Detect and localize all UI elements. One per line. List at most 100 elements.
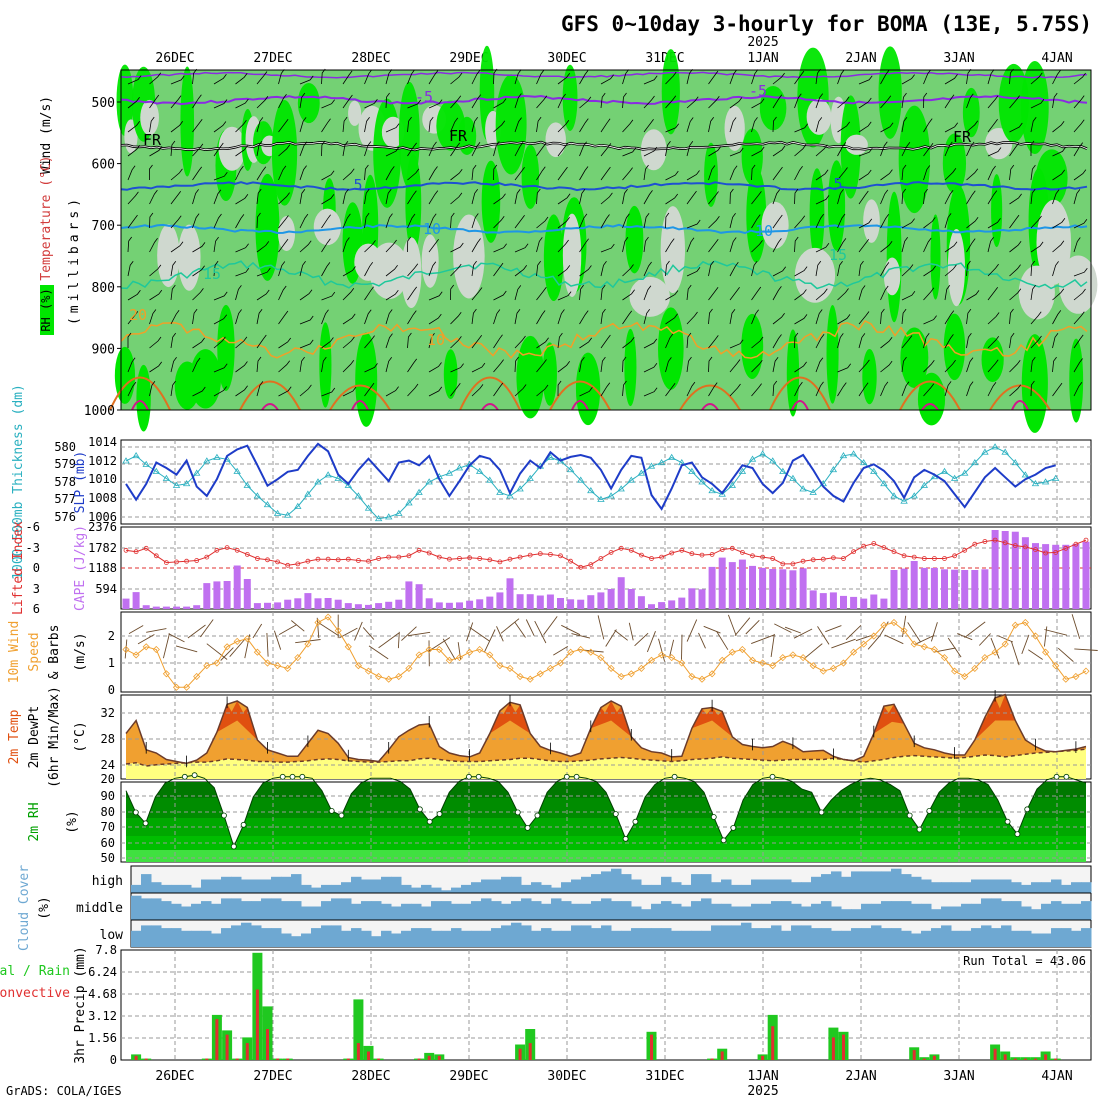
cloud-bar-middle	[191, 903, 202, 920]
wind-speed-point	[910, 640, 918, 648]
y-tick-label: 28	[101, 732, 115, 746]
wind-barb	[149, 289, 163, 301]
rh-high-patch	[917, 372, 946, 426]
wind-barb	[1009, 288, 1022, 301]
wind-barb	[622, 356, 627, 373]
temperature-contour	[481, 403, 499, 411]
wind-barb	[923, 142, 934, 157]
wind-barb	[665, 290, 679, 301]
cloud-bar-low	[141, 925, 152, 947]
wind-barb	[686, 69, 693, 85]
wind-barb-10m	[978, 633, 991, 646]
cloud-bar-middle	[401, 903, 412, 920]
wind-barb-10m	[1071, 614, 1081, 639]
wind-barb	[708, 335, 719, 349]
lifted-index-point	[669, 550, 675, 556]
date-label-bottom: 1JAN	[747, 1069, 778, 1084]
cloud-bar-middle	[331, 898, 342, 920]
thickness-point	[182, 479, 191, 487]
dewpoint-line	[125, 748, 1087, 767]
wind-barb	[858, 382, 869, 397]
cloud-bar-high	[241, 879, 252, 893]
precip-conv-bar	[761, 1055, 765, 1060]
rh-point	[514, 809, 521, 816]
wind-barb	[880, 285, 889, 301]
wind-barb	[708, 356, 713, 373]
cloud-bar-middle	[271, 898, 282, 920]
wind-barb	[213, 189, 222, 205]
temperature-contour	[921, 403, 939, 411]
cloud-bar-high	[811, 876, 822, 893]
wind-barb	[751, 164, 756, 181]
cape-bar	[435, 602, 443, 609]
lifted-index-point	[133, 549, 139, 555]
cloud-bar-middle	[1031, 909, 1042, 920]
wind-barb	[407, 332, 412, 349]
thickness-point	[769, 457, 777, 464]
cloud-bar-high	[151, 882, 162, 893]
precip-conv-bar	[720, 1051, 724, 1060]
wind-barb	[278, 386, 292, 397]
wind-barb	[772, 116, 777, 133]
wind-barb	[880, 360, 893, 373]
cloud-bar-low	[351, 928, 362, 947]
wind-barb	[944, 334, 954, 349]
thickness-point	[920, 481, 929, 488]
wind-barb	[794, 123, 809, 133]
wind-barb-10m	[605, 629, 617, 647]
wind-barb	[342, 237, 350, 253]
wind-speed-point	[425, 645, 433, 654]
date-label-top: 30DEC	[547, 51, 586, 66]
wind-barb-10m	[930, 622, 938, 642]
wind-barb	[170, 168, 183, 181]
contour-label: -5	[415, 88, 433, 106]
date-label-bottom: 2JAN	[845, 1069, 876, 1084]
pressure-tick: 1000	[84, 404, 115, 419]
wind-barb	[665, 357, 672, 373]
lifted-index-point	[820, 556, 826, 562]
wind-barb	[1052, 218, 1066, 229]
cape-bar	[415, 584, 423, 609]
wind-barb	[600, 334, 611, 349]
wind-barb	[772, 94, 783, 109]
grads-credit: GrADS: COLA/IGES	[6, 1084, 122, 1098]
rh-low-patch	[453, 214, 485, 299]
wind-barb	[622, 188, 628, 205]
cloud-bar-middle	[1021, 906, 1032, 920]
wind-barb	[643, 164, 649, 181]
wind10m-label: 10m Wind	[7, 621, 22, 684]
cape-bar	[284, 599, 292, 609]
wind-barb	[364, 335, 375, 349]
wind-barb	[428, 70, 439, 85]
wind-barb	[686, 96, 699, 109]
wind-barb	[708, 146, 722, 157]
wind-barb	[1009, 384, 1022, 397]
cloud-bar-high	[951, 882, 962, 893]
wind-barb	[321, 99, 335, 109]
rh-point	[730, 825, 737, 831]
wind-speed-point	[203, 662, 211, 670]
wind-barb	[213, 121, 227, 133]
wind-speed-point	[445, 656, 453, 664]
thickness-point	[314, 478, 322, 485]
precip-conv-bar	[346, 1058, 350, 1060]
wind-barb	[321, 387, 336, 397]
wind-barb	[364, 212, 370, 229]
cape-bar	[324, 598, 332, 609]
wind-barb	[729, 383, 741, 397]
rh-point	[632, 818, 639, 825]
cloud-bar-low	[611, 930, 622, 947]
thickness-point	[132, 451, 140, 459]
cape-bar	[1021, 537, 1029, 609]
cloud-bar-low	[561, 930, 572, 947]
precip-conv-bar	[1003, 1054, 1007, 1060]
temperature-contour	[549, 380, 611, 411]
wind-barb	[1030, 215, 1042, 229]
wind-barb	[192, 119, 203, 133]
thickness-point	[374, 514, 383, 522]
cape-bar	[789, 570, 797, 609]
wind-barb	[450, 284, 455, 301]
cape-bar	[264, 602, 271, 609]
thickness-point	[779, 467, 787, 474]
cape-bar	[173, 606, 180, 609]
